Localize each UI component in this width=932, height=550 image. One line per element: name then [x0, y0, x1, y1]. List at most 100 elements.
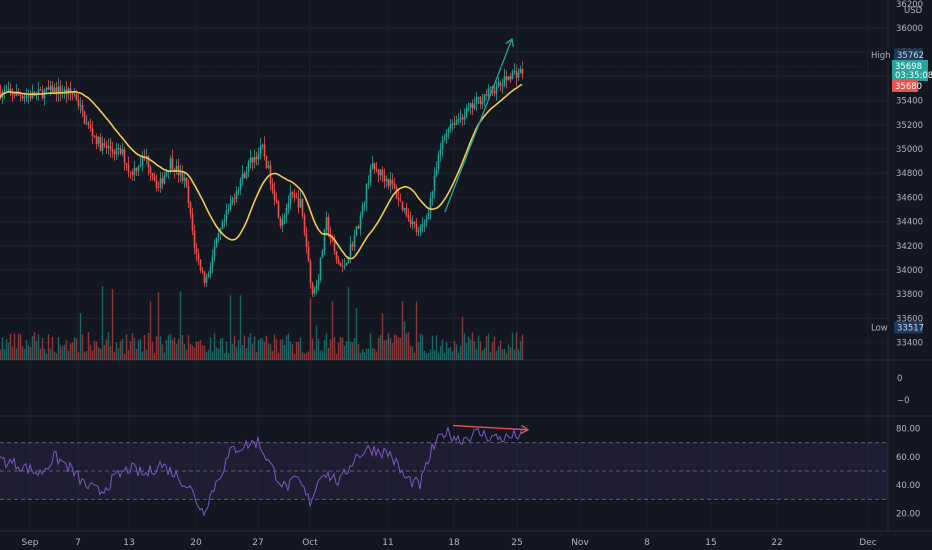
candle-body [283, 215, 286, 220]
candle-body [105, 145, 108, 148]
volume-bar [231, 344, 234, 360]
volume-bar [411, 346, 414, 360]
volume-bar [33, 332, 36, 360]
volume-bar [353, 338, 356, 360]
candle-body [305, 233, 308, 247]
volume-bar [273, 334, 276, 360]
volume-bar [459, 345, 462, 360]
candle-body [279, 217, 282, 226]
volume-bar [315, 325, 318, 360]
volume-bar [59, 345, 62, 360]
arrow-line [444, 38, 513, 213]
rsi-tick-label: 60.00 [896, 453, 920, 463]
volume-bar [493, 336, 496, 360]
volume-bar [11, 346, 14, 360]
candle-body [69, 88, 72, 93]
volume-bar [503, 349, 506, 360]
volume-bar [7, 342, 10, 360]
volume-bar [141, 351, 144, 360]
volume-bar [209, 337, 212, 360]
volume-bar [193, 347, 196, 360]
candle-body [15, 91, 18, 97]
time-tick-label: 27 [252, 538, 263, 548]
volume-bar [121, 338, 124, 360]
candle-body [163, 175, 166, 184]
last-price-countdown: 03:35:08 [895, 71, 932, 81]
candle-body [357, 226, 360, 229]
volume-bar [117, 348, 120, 360]
candle-body [251, 157, 254, 163]
volume-bar [51, 337, 54, 360]
candle-body [359, 215, 362, 229]
candle-body [455, 120, 458, 126]
candle-body [267, 165, 270, 168]
volume-bar [291, 344, 294, 360]
volume-bar [93, 340, 96, 360]
volume-bar [283, 345, 286, 360]
volume-bar [491, 342, 494, 360]
volume-bar [485, 336, 488, 360]
candle-body [475, 98, 478, 104]
candle-body [37, 89, 40, 93]
candle-body [255, 156, 258, 160]
candle-body [59, 86, 62, 94]
last-price-value: 35698 [895, 62, 922, 72]
volume-bar [25, 340, 28, 360]
candle-body [225, 210, 228, 221]
candle-body [117, 148, 120, 150]
high-marker-label-bg [868, 48, 894, 61]
volume-bar [375, 351, 378, 360]
volume-bar [513, 349, 516, 360]
volume-bar [225, 341, 228, 360]
candle-body [477, 97, 480, 99]
volume-bar [1, 337, 4, 360]
candle-body [441, 139, 444, 149]
volume-bar [417, 342, 420, 360]
volume-bar [179, 291, 182, 360]
candle-body [457, 119, 460, 121]
volume-bar [381, 313, 384, 360]
candle-body [23, 96, 26, 99]
volume-bar [265, 335, 268, 360]
volume-bar [75, 338, 78, 360]
volume-bar [115, 342, 118, 360]
price-tick-label: 36000 [896, 24, 923, 34]
volume-bar [339, 337, 342, 360]
candle-body [287, 203, 290, 209]
volume-bar [35, 340, 38, 360]
candle-body [181, 171, 184, 181]
volume-bar [129, 340, 132, 360]
candle-body [387, 179, 390, 186]
candle-body [193, 230, 196, 248]
candle-body [207, 273, 210, 278]
volume-bar [37, 334, 40, 360]
candle-body [111, 149, 114, 152]
volume-bar [191, 345, 194, 360]
volume-bar [91, 350, 94, 360]
candle-body [245, 172, 248, 179]
volume-bar [99, 348, 102, 360]
volume-bar [23, 348, 26, 360]
candle-body [383, 175, 386, 182]
candle-body [425, 219, 428, 223]
volume-bar [227, 353, 230, 360]
volume-bar [83, 352, 86, 360]
volume-bar [101, 286, 104, 360]
candle-body [415, 223, 418, 232]
volume-bar [43, 348, 46, 360]
candle-body [451, 123, 454, 125]
candle-body [137, 166, 140, 171]
volume-bar [85, 351, 88, 360]
volume-bars [0, 286, 524, 360]
candle-body [483, 94, 486, 102]
time-tick-label: 8 [644, 538, 650, 548]
volume-bar [267, 343, 270, 360]
candle-body [243, 173, 246, 179]
candle-body [463, 116, 466, 120]
candle-body [213, 246, 216, 257]
candle-body [239, 180, 242, 190]
candle-body [469, 103, 472, 108]
volume-bar [21, 345, 24, 360]
volume-bar [255, 352, 258, 360]
